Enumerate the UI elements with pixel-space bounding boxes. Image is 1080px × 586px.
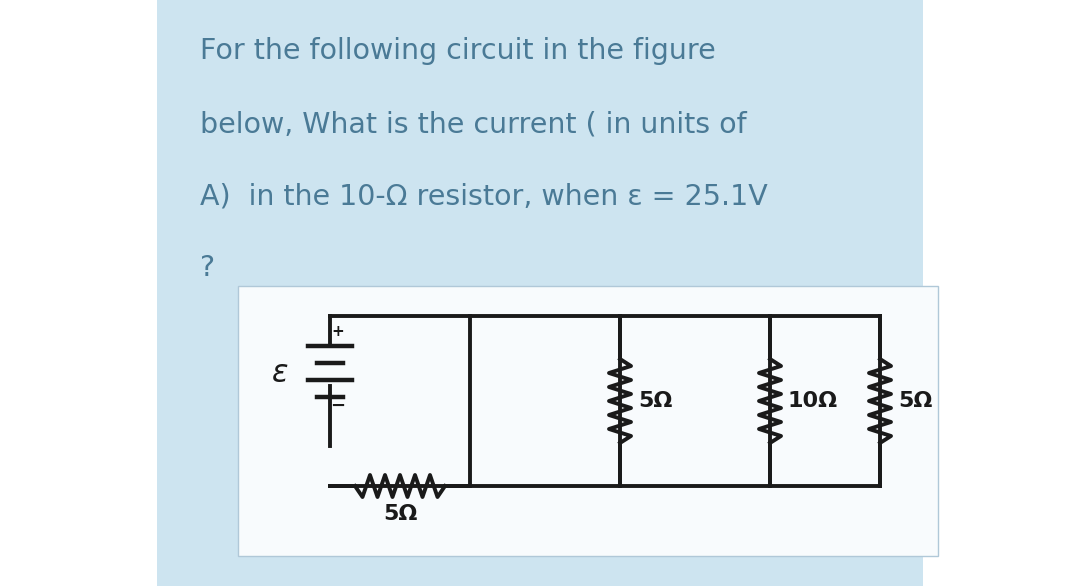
Text: ?: ? <box>200 254 215 282</box>
Text: 5Ω: 5Ω <box>897 391 932 411</box>
Text: For the following circuit in the figure: For the following circuit in the figure <box>200 37 716 65</box>
FancyBboxPatch shape <box>157 0 923 586</box>
Text: 5Ω: 5Ω <box>638 391 673 411</box>
Text: ε: ε <box>272 359 288 388</box>
Text: 5Ω: 5Ω <box>382 504 417 524</box>
Text: below, What is the current ( in units of: below, What is the current ( in units of <box>200 110 746 138</box>
Text: A)  in the 10-Ω resistor, when ε = 25.1V: A) in the 10-Ω resistor, when ε = 25.1V <box>200 182 768 210</box>
FancyBboxPatch shape <box>238 286 939 556</box>
Text: 10Ω: 10Ω <box>788 391 838 411</box>
Text: +: + <box>332 323 345 339</box>
Text: −: − <box>330 397 346 415</box>
